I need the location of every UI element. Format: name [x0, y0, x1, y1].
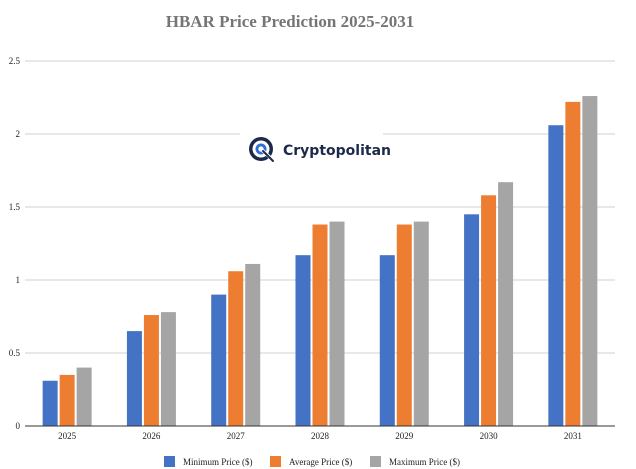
bar	[329, 221, 345, 426]
x-tick-label: 2028	[311, 431, 330, 441]
bars	[42, 96, 598, 427]
x-tick-label: 2026	[142, 431, 161, 441]
bar	[295, 255, 311, 426]
bar	[228, 271, 244, 426]
bar	[481, 195, 497, 426]
bar	[160, 312, 176, 426]
x-tick-label: 2029	[395, 431, 414, 441]
watermark-text: Cryptopolitan	[283, 143, 391, 159]
bar	[582, 96, 598, 426]
legend-swatch	[370, 456, 381, 467]
legend-label: Minimum Price ($)	[183, 457, 253, 467]
bar	[245, 263, 261, 426]
y-tick-label: 1	[16, 275, 21, 285]
cryptopolitan-logo-icon	[249, 137, 277, 164]
watermark: Cryptopolitan	[240, 130, 391, 168]
bar	[548, 125, 564, 427]
legend-item: Maximum Price ($)	[370, 456, 460, 467]
x-tick-label: 2027	[227, 431, 246, 441]
y-tick-label: 2	[16, 129, 21, 139]
legend-label: Average Price ($)	[289, 457, 352, 467]
bar	[211, 294, 227, 426]
bar	[126, 331, 142, 426]
legend-swatch	[164, 456, 175, 467]
bar	[498, 182, 514, 426]
bar	[143, 315, 159, 426]
legend-label: Maximum Price ($)	[389, 457, 460, 467]
gridlines	[25, 60, 615, 354]
y-tick-label: 0.5	[9, 348, 21, 358]
legend-item: Minimum Price ($)	[164, 456, 253, 467]
x-tick-label: 2031	[564, 431, 582, 441]
x-tick-label: 2030	[480, 431, 499, 441]
y-axis-tick-labels: 0 0.5 1 1.5 2 2.5	[9, 56, 21, 431]
x-tick-label: 2025	[58, 431, 77, 441]
bar	[76, 367, 92, 426]
y-tick-label: 1.5	[9, 202, 21, 212]
bar	[464, 214, 480, 426]
bar	[379, 255, 395, 426]
bar	[565, 101, 581, 426]
legend: Minimum Price ($) Average Price ($) Maximu…	[164, 456, 460, 467]
bar	[42, 380, 58, 426]
legend-item: Average Price ($)	[270, 456, 352, 467]
chart-title: HBAR Price Prediction 2025-2031	[166, 12, 415, 31]
x-axis-tick-labels: 2025 2026 2027 2028 2029 2030 2031	[58, 431, 582, 441]
y-tick-label: 0	[16, 421, 21, 431]
bar	[312, 224, 328, 426]
bar	[59, 374, 75, 426]
bar	[413, 221, 429, 426]
y-tick-label: 2.5	[9, 56, 21, 66]
legend-swatch	[270, 456, 281, 467]
bar	[396, 224, 412, 426]
